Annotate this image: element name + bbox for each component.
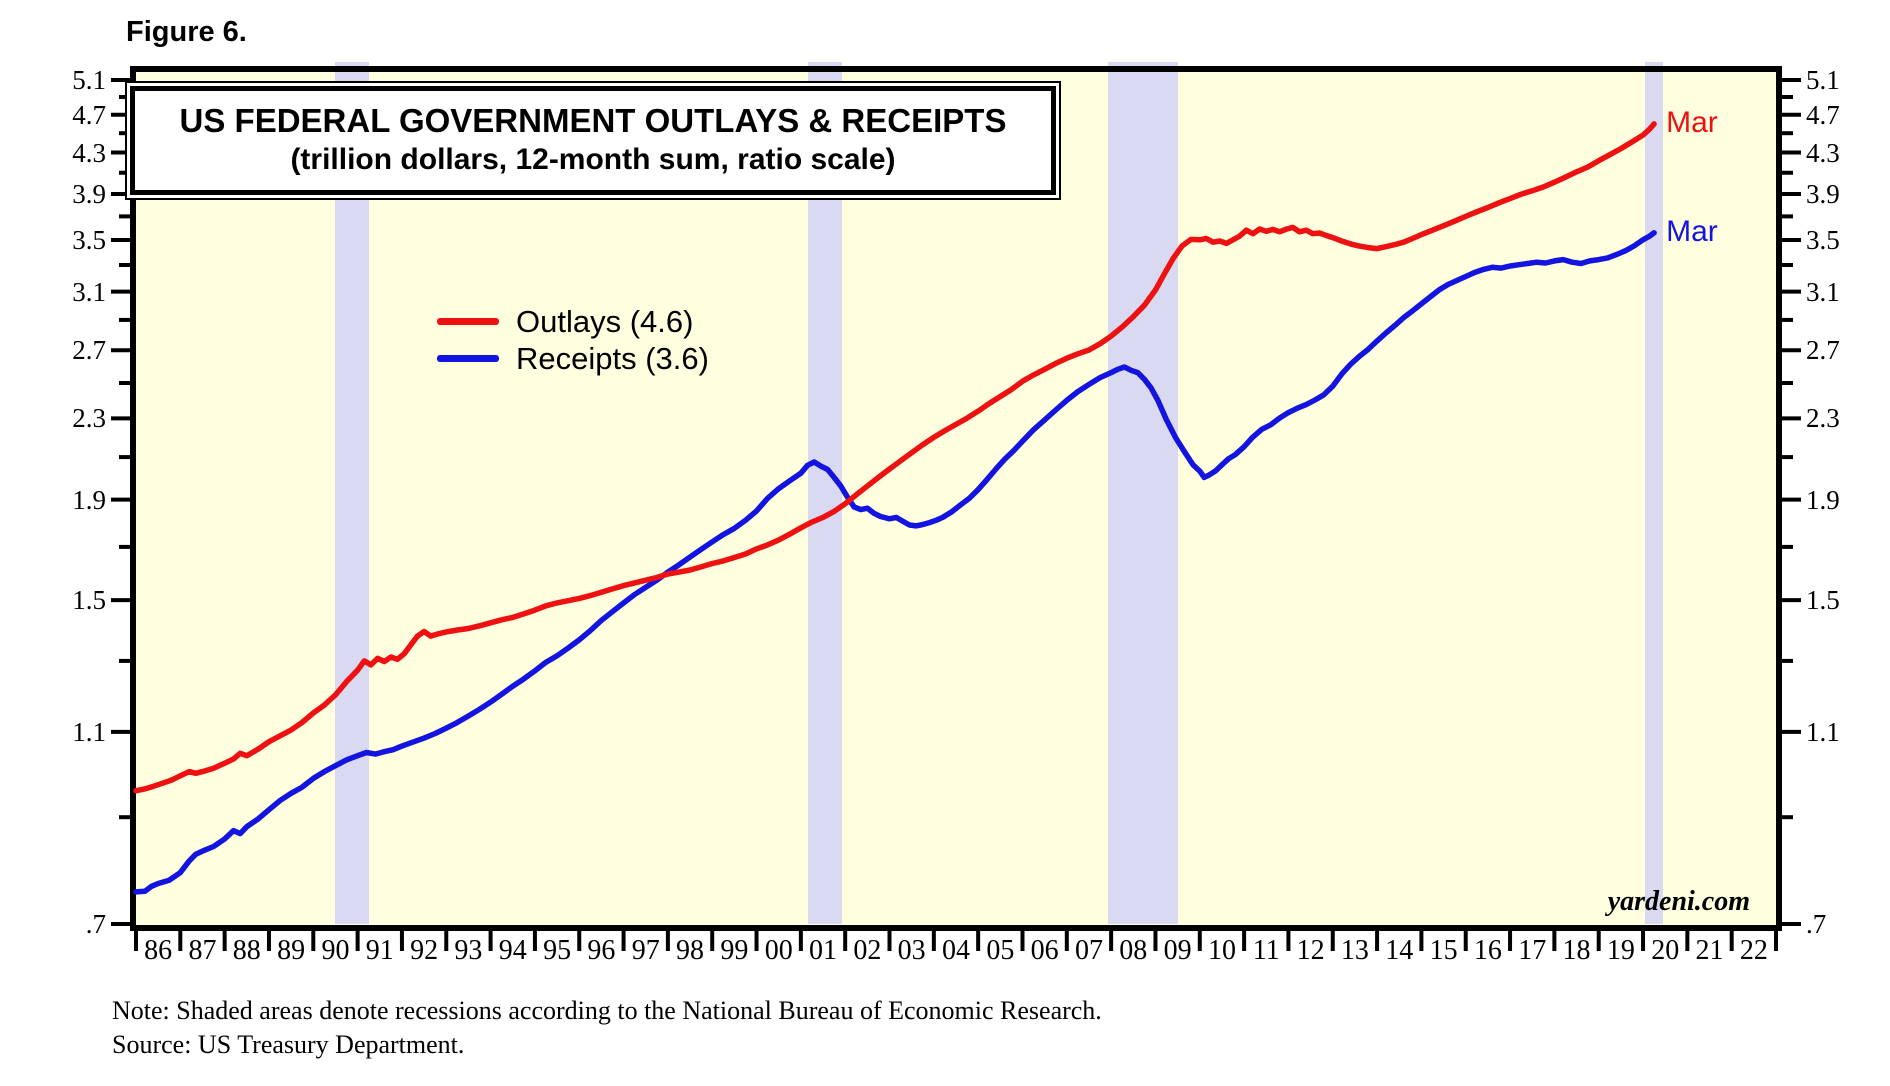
- x-axis-label: 94: [498, 935, 527, 966]
- legend-item-receipts: Receipts (3.6): [437, 340, 709, 377]
- x-axis-label: 07: [1074, 935, 1103, 966]
- y-axis-label-left: 3.9: [72, 179, 106, 209]
- y-axis-label-right: 3.1: [1806, 276, 1840, 307]
- chart-frame: [130, 66, 1782, 931]
- x-axis-label: 97: [631, 935, 660, 966]
- y-axis-label-left: 1.5: [72, 585, 106, 616]
- y-axis-label-right: 4.3: [1806, 137, 1840, 168]
- y-axis-label-left: 1.1: [72, 716, 106, 747]
- x-axis-label: 17: [1518, 935, 1547, 966]
- source-text: Source: US Treasury Department.: [112, 1030, 465, 1059]
- y-axis-label-right: .7: [1806, 909, 1827, 939]
- footnotes: Note: Shaded areas denote recessions acc…: [112, 994, 1102, 1062]
- receipts-end-annotation: Mar: [1666, 214, 1718, 248]
- x-axis-label: 13: [1340, 935, 1369, 966]
- x-axis-label: 04: [942, 935, 970, 966]
- y-axis-label-right: 1.1: [1806, 716, 1840, 747]
- chart-subtitle: (trillion dollars, 12-month sum, ratio s…: [290, 143, 896, 176]
- x-axis-label: 08: [1119, 935, 1148, 966]
- y-axis-label-right: 1.5: [1806, 585, 1840, 616]
- x-axis-label: 03: [897, 935, 926, 966]
- y-axis-label-left: 4.3: [72, 137, 106, 168]
- y-axis-label-right: 3.5: [1806, 225, 1840, 255]
- receipts-legend-label: Receipts (3.6): [516, 340, 709, 376]
- legend: Outlays (4.6) Receipts (3.6): [437, 303, 709, 377]
- x-axis-label: 02: [853, 935, 882, 966]
- y-axis-label-right: 2.3: [1806, 403, 1840, 434]
- x-axis-label: 22: [1739, 935, 1768, 966]
- x-axis-label: 90: [321, 935, 350, 966]
- x-axis-label: 12: [1296, 935, 1325, 966]
- x-axis-label: 05: [986, 935, 1015, 966]
- y-axis-label-right: 2.7: [1806, 335, 1840, 366]
- y-axis-label-left: 5.1: [72, 65, 106, 95]
- y-axis-label-right: 4.7: [1806, 99, 1840, 130]
- figure-label: Figure 6.: [126, 16, 247, 48]
- x-axis-label: 01: [809, 935, 838, 966]
- y-axis-label-left: 3.1: [72, 276, 106, 307]
- x-axis-label: 00: [764, 935, 793, 966]
- outlays-legend-label: Outlays (4.6): [516, 303, 694, 339]
- x-axis-label: 96: [587, 935, 616, 966]
- y-axis-label-left: 2.7: [72, 335, 106, 366]
- outlays-end-annotation: Mar: [1666, 105, 1718, 139]
- x-axis-label: 20: [1651, 935, 1680, 966]
- x-axis-label: 16: [1473, 935, 1502, 966]
- y-axis-label-left: .7: [85, 909, 106, 939]
- x-axis-label: 18: [1562, 935, 1591, 966]
- x-axis-label: 09: [1163, 935, 1192, 966]
- y-axis-label-right: 1.9: [1806, 484, 1840, 515]
- note-text: Note: Shaded areas denote recessions acc…: [112, 996, 1102, 1025]
- x-axis-label: 06: [1030, 935, 1059, 966]
- y-axis-label-left: 4.7: [72, 99, 106, 130]
- x-axis-label: 92: [410, 935, 439, 966]
- watermark: yardeni.com: [1607, 886, 1750, 917]
- y-axis-label-left: 2.3: [72, 403, 106, 434]
- x-axis-label: 19: [1606, 935, 1635, 966]
- y-axis-label-right: 5.1: [1806, 65, 1840, 95]
- x-axis-label: 87: [188, 935, 217, 966]
- x-axis-label: 99: [720, 935, 749, 966]
- x-axis-label: 14: [1385, 935, 1414, 966]
- y-axis-label-left: 1.9: [72, 484, 106, 515]
- legend-item-outlays: Outlays (4.6): [437, 303, 709, 340]
- receipts-line-swatch: [437, 355, 499, 362]
- x-axis-label: 95: [543, 935, 572, 966]
- x-axis-label: 98: [676, 935, 705, 966]
- x-axis-label: 93: [454, 935, 483, 966]
- x-axis-label: 86: [144, 935, 173, 966]
- x-axis-label: 10: [1207, 935, 1236, 966]
- outlays-line-swatch: [437, 318, 499, 325]
- y-axis-label-right: 3.9: [1806, 179, 1840, 209]
- title-box: US FEDERAL GOVERNMENT OUTLAYS & RECEIPTS…: [130, 86, 1056, 195]
- y-axis-label-left: 3.5: [72, 225, 106, 255]
- x-axis-label: 89: [277, 935, 306, 966]
- x-axis-label: 11: [1252, 935, 1280, 966]
- x-axis-label: 91: [365, 935, 394, 966]
- x-axis-label: 21: [1695, 935, 1724, 966]
- x-axis-label: 88: [232, 935, 261, 966]
- x-axis-label: 15: [1429, 935, 1458, 966]
- chart-title: US FEDERAL GOVERNMENT OUTLAYS & RECEIPTS: [179, 102, 1007, 139]
